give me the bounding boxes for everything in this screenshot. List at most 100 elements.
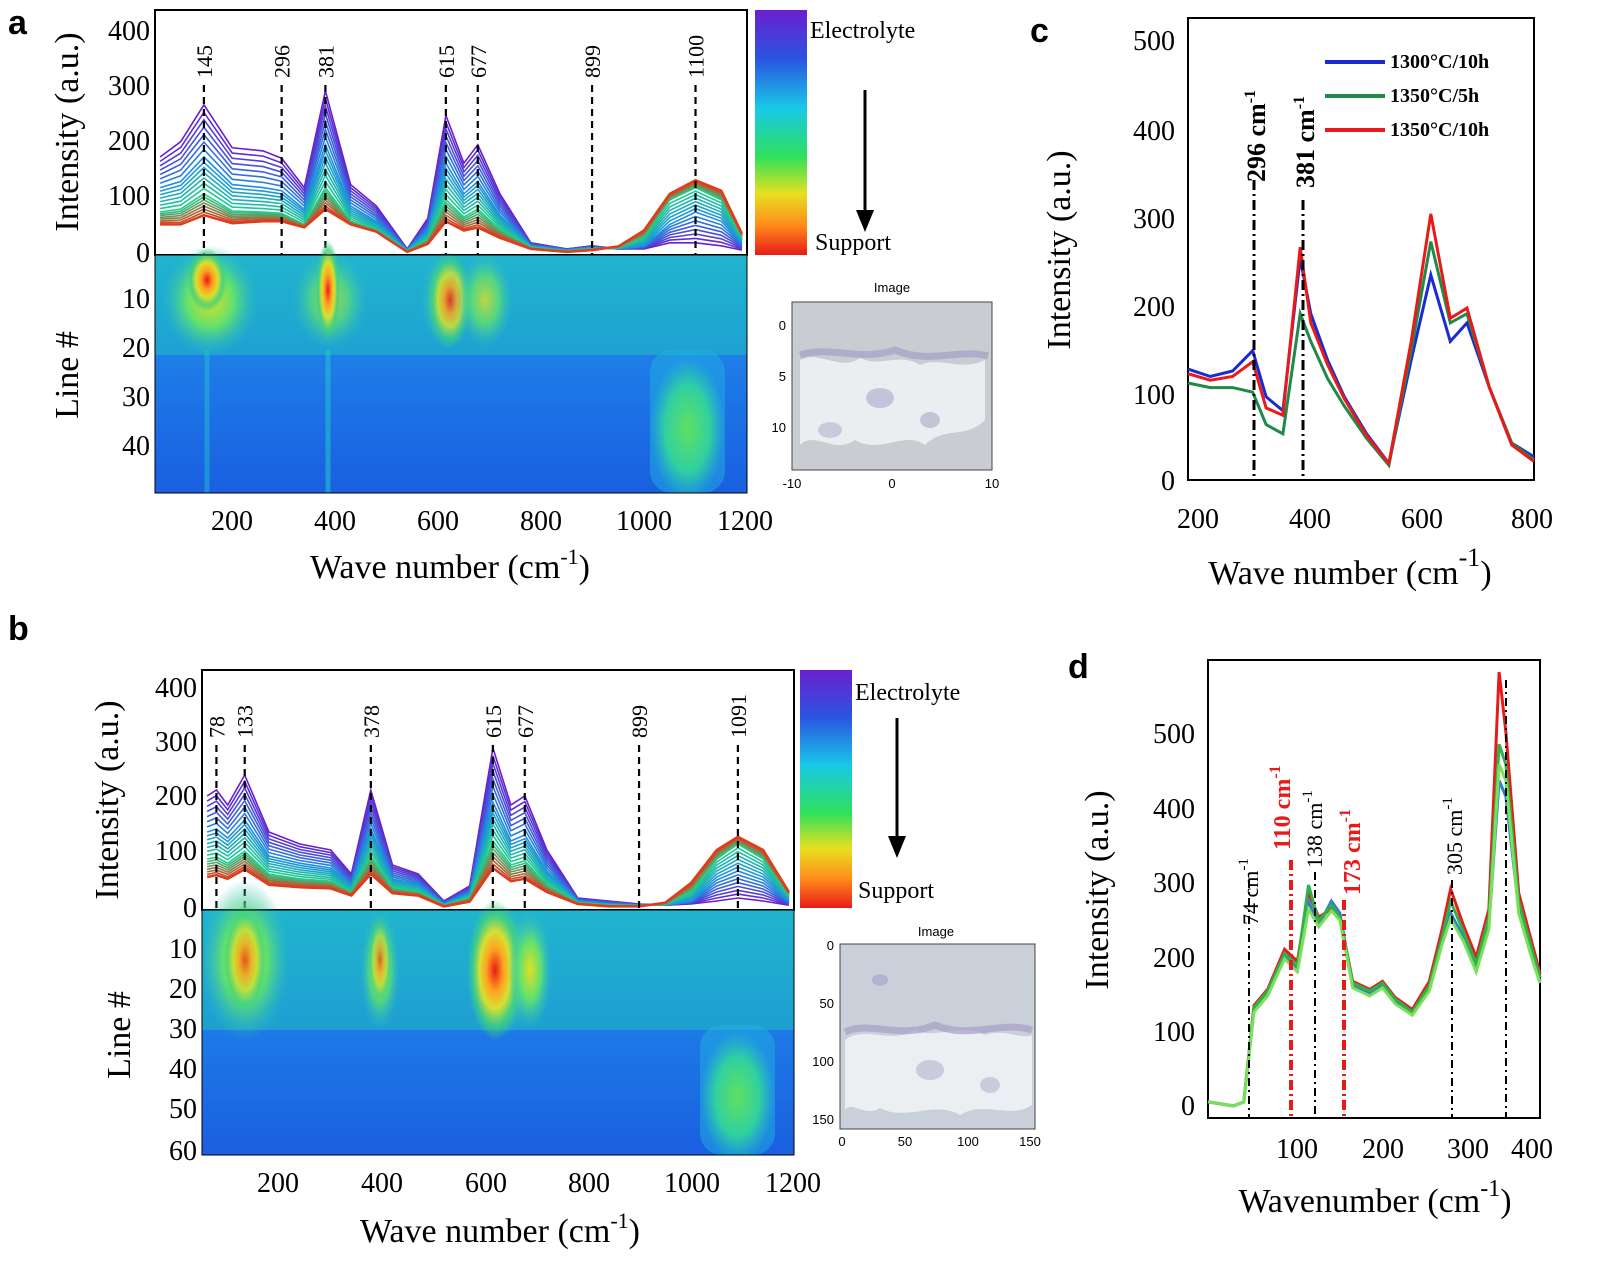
y-tick: 300: [155, 727, 197, 758]
peak-label-381: 381 cm-1: [1291, 96, 1320, 188]
x-tick: 1200: [765, 1168, 821, 1199]
peak-label: 145: [192, 45, 217, 78]
x-tick: 1000: [664, 1168, 720, 1199]
map-tick: 20: [122, 333, 150, 364]
peak-label-110: 110 cm-1: [1267, 765, 1296, 850]
map-tick: 30: [122, 382, 150, 413]
x-tick: 600: [465, 1168, 507, 1199]
x-tick: 200: [257, 1168, 299, 1199]
inset-title: Image: [918, 924, 954, 939]
panel-a-map-ticks: 10 20 30 40: [122, 284, 150, 462]
colorbar-top-label: Electrolyte: [810, 18, 915, 44]
x-tick: 200: [1177, 504, 1219, 535]
panel-a-peak-markers: 145 296 381 615 677 899 1100: [192, 35, 709, 255]
x-tick: 400: [1289, 504, 1331, 535]
peak-label-173: 173 cm-1: [1337, 809, 1366, 895]
inset-y-tick: 100: [812, 1054, 834, 1069]
peak-label-296: 296 cm-1: [1242, 90, 1271, 182]
y-tick: 300: [1153, 868, 1195, 899]
x-tick: 1000: [616, 506, 672, 537]
colorbar-bottom-label: Support: [815, 230, 891, 256]
panel-c-legend: 1300°C/10h 1350°C/5h 1350°C/10h: [1325, 51, 1489, 141]
map-tick: 20: [169, 974, 197, 1005]
peak-label: 133: [233, 705, 258, 738]
y-tick: 0: [183, 893, 197, 924]
peak-label: 899: [580, 45, 605, 78]
panel-label-d: d: [1068, 648, 1089, 686]
series-line: [206, 828, 790, 907]
y-tick: 400: [108, 16, 150, 47]
panel-a-ylabel-line: Line #: [49, 331, 86, 419]
series-line: [1187, 241, 1535, 469]
map-tick: 10: [122, 284, 150, 315]
x-tick: 1200: [717, 506, 773, 537]
x-tick: 800: [568, 1168, 610, 1199]
y-tick: 300: [1133, 204, 1175, 235]
series-line: [159, 161, 743, 252]
panel-b-x-ticks: 200 400 600 800 1000 1200: [257, 1168, 821, 1199]
panel-b-series: [206, 747, 790, 908]
inset-title: Image: [874, 280, 910, 295]
peak-label-74: 74 cm-1: [1236, 858, 1263, 925]
panel-b-inset: Image 0 50 100 150 0 50 100 150: [812, 924, 1041, 1149]
y-tick: 0: [1161, 466, 1175, 497]
panel-b-map-ticks: 10 20 30 40 50 60: [169, 934, 197, 1167]
y-tick: 200: [1133, 292, 1175, 323]
panel-d-y-ticks: 500 400 300 200 100 0: [1153, 719, 1195, 1122]
series-line: [206, 837, 790, 908]
panel-c-x-ticks: 200 400 600 800: [1177, 504, 1553, 535]
x-tick: 100: [1276, 1134, 1318, 1165]
peak-label: 899: [627, 705, 652, 738]
series-line: [1207, 763, 1542, 1108]
panel-a-ylabel-intensity: Intensity (a.u.): [49, 32, 86, 231]
panel-c-series: [1187, 213, 1535, 469]
panel-d-frame: [1207, 659, 1541, 1119]
peak-label: 615: [434, 45, 459, 78]
y-tick: 300: [108, 71, 150, 102]
x-tick: 400: [361, 1168, 403, 1199]
y-tick: 200: [108, 126, 150, 157]
map-tick: 10: [169, 934, 197, 965]
peak-label: 615: [481, 705, 506, 738]
legend-entry: 1300°C/10h: [1390, 51, 1489, 73]
y-tick: 500: [1153, 719, 1195, 750]
panel-d-xlabel: Wavenumber (cm-1): [1238, 1176, 1511, 1220]
x-tick: 300: [1447, 1134, 1489, 1165]
panel-d-x-ticks: 100 200 300 400: [1276, 1134, 1553, 1165]
y-tick: 200: [155, 781, 197, 812]
series-line: [206, 839, 790, 907]
panel-a-x-ticks: 200 400 600 800 1000 1200: [211, 506, 773, 537]
series-line: [206, 838, 790, 907]
series-line: [206, 840, 790, 907]
series-line: [1187, 213, 1535, 467]
panel-a-series: [159, 90, 744, 254]
inset-y-tick: 10: [772, 420, 786, 435]
series-line: [206, 839, 790, 907]
series-line: [206, 799, 790, 906]
legend-entry: 1350°C/5h: [1390, 85, 1479, 107]
peak-label-305: 305 cm-1: [1440, 797, 1467, 875]
panel-b-y-ticks: 400 300 200 100 0: [155, 673, 197, 924]
map-tick: 40: [169, 1054, 197, 1085]
y-tick: 400: [1153, 794, 1195, 825]
inset-x-tick: -10: [783, 476, 802, 491]
x-tick: 400: [1511, 1134, 1553, 1165]
panel-a-heatmap: [155, 240, 747, 493]
panel-b-xlabel: Wave number (cm-1): [360, 1208, 640, 1250]
panel-b-ylabel-line: Line #: [101, 991, 138, 1079]
x-tick: 600: [417, 506, 459, 537]
series-line: [206, 833, 790, 907]
inset-x-tick: 0: [888, 476, 895, 491]
panel-a-y-ticks: 400 300 200 100 0: [108, 16, 150, 269]
inset-x-tick: 0: [838, 1134, 845, 1149]
y-tick: 0: [136, 238, 150, 269]
panel-label-c: c: [1030, 12, 1049, 50]
x-tick: 800: [520, 506, 562, 537]
y-tick: 100: [1133, 380, 1175, 411]
series-line: [159, 185, 743, 253]
inset-y-tick: 0: [827, 938, 834, 953]
peak-label-138: 138 cm-1: [1300, 790, 1327, 868]
x-tick: 200: [1362, 1134, 1404, 1165]
y-tick: 100: [155, 836, 197, 867]
series-line: [206, 810, 790, 907]
